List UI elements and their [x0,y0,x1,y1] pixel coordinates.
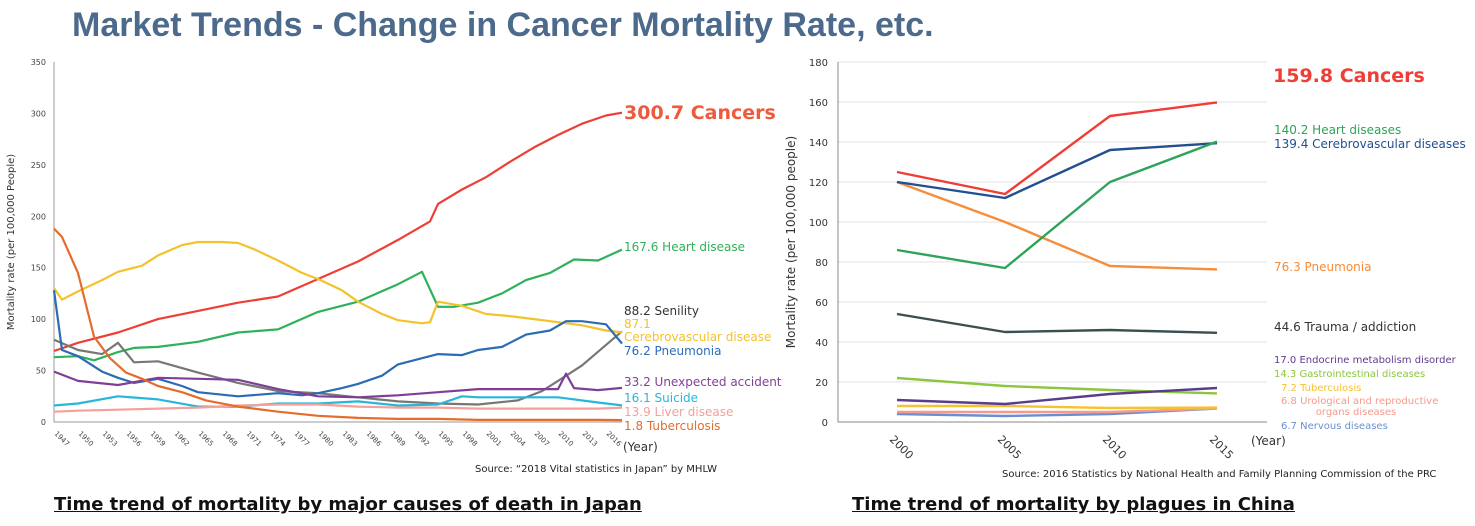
china-end-label-tuberculosis: 7.2 Tuberculosis [1281,383,1361,394]
japan-x-tick-label: 1983 [341,430,359,448]
china-x-tick-label: 2005 [995,433,1024,462]
japan-x-tick-label: 1977 [293,430,311,448]
china-series-tuberculosis [897,404,1218,410]
japan-x-tick-label: 1998 [461,430,479,448]
japan-end-label-suicide: 16.1 Suicide [624,391,698,405]
japan-x-tick-label: 1992 [413,430,431,448]
japan-x-tick-label: 2007 [533,430,551,448]
japan-end-label-unexpected-accident: 33.2 Unexpected accident [624,375,782,389]
japan-x-tick-label: 1989 [389,430,407,448]
china-y-tick-label: 20 [815,378,828,389]
china-series-pneumonia [896,180,1218,271]
china-y-axis-label: Mortality rate (per 100,000 people) [784,136,798,348]
japan-x-tick-label: 1953 [101,430,119,448]
china-y-tick-label: 100 [809,218,828,229]
japan-y-tick-label: 0 [41,418,46,427]
japan-series-unexpected-accident [53,370,623,399]
japan-x-tick-label: 1959 [149,430,167,448]
china-end-label-cerebrovascular-diseases: 139.4 Cerebrovascular diseases [1274,137,1466,151]
china-x-axis-label: (Year) [1251,434,1286,448]
japan-series-liver-disease [53,403,623,413]
japan-series-suicide [53,395,623,408]
japan-y-tick-label: 300 [31,109,46,118]
china-y-tick-label: 0 [822,418,828,429]
japan-end-label-cerebrovascular-disease: 87.1 [624,317,651,331]
japan-x-tick-label: 2010 [557,430,575,448]
china-chart-caption: Time trend of mortality by plagues in Ch… [852,494,1295,515]
china-y-tick-label: 160 [809,98,828,109]
japan-chart: 0 50 100 150 200 250 300 350 1947 1950 1953 1956 195… [6,58,782,454]
china-end-label-pneumonia: 76.3 Pneumonia [1274,260,1371,274]
japan-y-tick-label: 350 [31,58,46,67]
japan-x-tick-label: 1980 [317,430,335,448]
japan-y-axis-label: Mortality rate (per 100,000 People) [6,154,17,330]
china-x-tick-label: 2015 [1207,433,1236,462]
japan-x-tick-label: 2001 [485,430,503,448]
japan-chart-source: Source: “2018 Vital statistics in Japan”… [475,464,717,475]
japan-x-tick-label: 1962 [173,430,191,448]
japan-x-tick-label: 1995 [437,430,455,448]
china-y-tick-label: 140 [809,138,828,149]
china-end-label-heart-diseases: 140.2 Heart diseases [1274,123,1401,137]
china-chart: 0 20 40 60 80 100 120 140 160 180 2000 2005 2010 2015… [784,58,1466,462]
japan-chart-caption: Time trend of mortality by major causes … [54,494,642,515]
page-title: Market Trends - Change in Cancer Mortali… [72,6,934,44]
china-y-tick-label: 180 [809,58,828,69]
japan-series-pneumonia [52,290,623,398]
china-end-label-urological-and-reproductive-organs-diseases: 6.8 Urological and reproductive [1281,396,1438,407]
china-y-tick-label: 40 [815,338,828,349]
japan-x-tick-label: 1947 [53,430,71,448]
japan-x-tick-label: 1968 [221,430,239,448]
japan-x-tick-label: 1950 [77,430,95,448]
japan-end-label-pneumonia: 76.2 Pneumonia [624,344,721,358]
china-end-label-nervous-diseases: 6.7 Nervous diseases [1281,421,1388,432]
china-series-endocrine-metabolism-disorder [896,386,1218,406]
japan-x-tick-label: 1974 [269,430,288,449]
china-y-tick-label: 60 [815,298,828,309]
china-y-tick-label: 80 [815,258,828,269]
china-series-heart-diseases [896,140,1218,270]
japan-series-senility [53,330,623,406]
china-end-label-endocrine-metabolism-disorder: 17.0 Endocrine metabolism disorder [1274,355,1457,366]
japan-x-tick-label: 2013 [581,430,599,448]
japan-x-tick-label: 2016 [605,430,624,449]
japan-y-tick-label: 200 [31,212,46,221]
china-end-label-urological-and-reproductive-organs-diseases: organs diseases [1316,407,1396,418]
china-chart-source: Source: 2016 Statistics by National Heal… [1002,469,1437,480]
japan-end-label-heart-disease: 167.6 Heart disease [624,240,745,254]
japan-end-label-senility: 88.2 Senility [624,304,699,318]
china-series-urological-and-reproductive-organs-diseases [897,407,1218,414]
japan-x-tick-label: 1956 [125,430,144,449]
japan-end-label-cancers: 300.7 Cancers [624,102,776,124]
japan-end-label-tuberculosis: 1.8 Tuberculosis [624,419,720,433]
japan-series-cerebrovascular-disease [53,240,623,334]
china-series-trauma-addiction [896,312,1218,334]
japan-x-tick-label: 2004 [509,430,528,449]
japan-y-tick-label: 50 [36,367,46,376]
japan-x-tick-label: 1986 [365,430,384,449]
china-series-cerebrovascular-diseases [896,142,1218,200]
china-y-tick-label: 120 [809,178,828,189]
japan-series-heart-disease [53,248,623,362]
japan-x-axis-label: (Year) [623,440,658,454]
china-x-tick-label: 2010 [1100,433,1129,462]
japan-end-label-cerebrovascular-disease: Cerebrovascular disease [624,330,771,344]
japan-x-tick-label: 1971 [245,430,263,448]
japan-y-tick-label: 250 [31,161,46,170]
japan-end-label-liver-disease: 13.9 Liver disease [624,405,733,419]
china-x-tick-label: 2000 [887,433,916,462]
japan-y-tick-label: 150 [31,264,46,273]
japan-x-tick-label: 1965 [197,430,215,448]
china-series-cancers [896,101,1218,196]
china-end-label-cancers: 159.8 Cancers [1273,65,1425,87]
china-end-label-gastrointestinal-diseases: 14.3 Gastrointestinal diseases [1274,369,1425,380]
japan-series-cancers [53,111,623,353]
china-end-label-trauma-addiction: 44.6 Trauma / addiction [1274,320,1416,334]
japan-y-tick-label: 100 [31,315,46,324]
japan-series-tuberculosis [53,227,623,422]
